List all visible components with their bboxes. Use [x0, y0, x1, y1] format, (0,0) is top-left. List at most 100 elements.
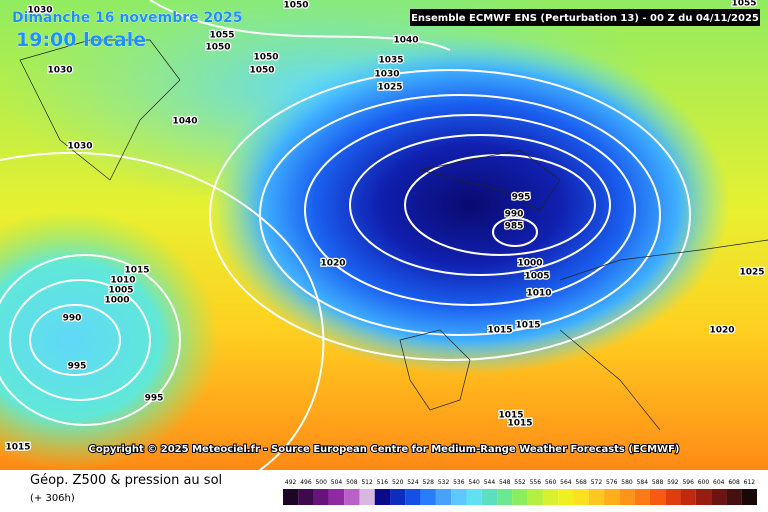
- isobar-label: 990: [505, 210, 524, 220]
- isobar-label: 1015: [515, 321, 540, 331]
- colorbar-swatch: [344, 489, 360, 505]
- colorbar-label: 612: [744, 479, 756, 486]
- colorbar-swatch: [390, 489, 406, 505]
- colorbar-label: 504: [331, 479, 343, 486]
- colorbar-swatch: [588, 489, 605, 505]
- isobar-label: 1020: [320, 259, 345, 269]
- colorbar-label: 512: [361, 479, 373, 486]
- colorbar-label: 496: [300, 479, 312, 486]
- colorbar-swatch: [542, 489, 559, 505]
- colorbar-swatch: [680, 489, 696, 505]
- colorbar-swatch: [726, 489, 742, 505]
- colorbar-swatch: [313, 489, 329, 505]
- colorbar-label: 556: [530, 479, 542, 486]
- colorbar-label: 500: [315, 479, 327, 486]
- isobar-label: 1015: [487, 326, 512, 336]
- isobar-label: 1010: [526, 289, 551, 299]
- colorbar-label: 588: [652, 479, 664, 486]
- isobar-label: 995: [145, 394, 164, 404]
- colorbar-label: 492: [285, 479, 297, 486]
- colorbar-swatch: [359, 489, 375, 505]
- colorbar-label: 600: [698, 479, 710, 486]
- colorbar-swatch: [374, 489, 391, 505]
- isobar-label: 1040: [393, 36, 418, 46]
- isobar-label: 995: [512, 193, 531, 203]
- low-west: [0, 210, 220, 470]
- isobar-label: 1040: [172, 117, 197, 127]
- isobar-label: 985: [505, 222, 524, 232]
- isobar-label: 1030: [27, 6, 52, 16]
- date: Dimanche 16 novembre 2025: [12, 10, 242, 26]
- colorbar-label: 576: [606, 479, 618, 486]
- isobar-label: 1050: [249, 66, 274, 76]
- colorbar-label: 604: [713, 479, 725, 486]
- model-banner: [410, 9, 760, 26]
- colorbar-label: 544: [484, 479, 496, 486]
- isobar-label: 1015: [507, 419, 532, 429]
- isobars: [0, 0, 690, 470]
- colorbar-swatch: [665, 489, 681, 505]
- isobar-label: 1050: [253, 53, 278, 63]
- isobar-label: 1005: [524, 272, 549, 282]
- colorbar-swatch: [497, 489, 513, 505]
- colorbar-label: 596: [682, 479, 694, 486]
- colorbar-label: 592: [667, 479, 679, 486]
- isobar-label: 1035: [378, 56, 403, 66]
- colorbar-label: 580: [621, 479, 633, 486]
- colorbar-label: 508: [346, 479, 358, 486]
- isobar-label: 1015: [5, 443, 30, 453]
- isobar-label: 1000: [104, 296, 129, 306]
- colorbar-swatch: [512, 489, 528, 505]
- isobar-label: 995: [68, 362, 87, 372]
- isobar-label: 1000: [517, 259, 542, 269]
- isobar-label: 1050: [205, 43, 230, 53]
- colorbar-swatch: [466, 489, 482, 505]
- colorbar-swatch: [634, 489, 650, 505]
- colorbar-label: 516: [377, 479, 389, 486]
- colorbar-label: 584: [637, 479, 649, 486]
- colorbar-swatch: [435, 489, 452, 505]
- colorbar-swatch: [328, 489, 345, 505]
- lead-time: (+ 306h): [30, 493, 75, 504]
- model-info: Ensemble ECMWF ENS (Perturbation 13) - 0…: [411, 13, 759, 24]
- colorbar-label: 608: [728, 479, 740, 486]
- copyright: Copyright © 2025 Meteociel.fr - Source E…: [89, 444, 680, 455]
- colorbar-swatch: [604, 489, 620, 505]
- low-main: [210, 35, 730, 375]
- colorbar-swatch: [741, 489, 757, 505]
- colorbar-label: 532: [438, 479, 450, 486]
- colorbar-label: 540: [468, 479, 480, 486]
- isobar-label: 1030: [374, 70, 399, 80]
- colorbar-swatch: [451, 489, 467, 505]
- isobar-label: 1050: [283, 1, 308, 11]
- isobar-label: 1010: [110, 276, 135, 286]
- colorbar-label: 568: [575, 479, 587, 486]
- isobar-label: 1015: [124, 266, 149, 276]
- colorbar-label: 524: [407, 479, 419, 486]
- isobar-label: 1030: [47, 66, 72, 76]
- isobar-label: 1030: [67, 142, 92, 152]
- colorbar-label: 560: [545, 479, 557, 486]
- colorbar-label: 520: [392, 479, 404, 486]
- colorbar-label: 536: [453, 479, 465, 486]
- colorbar-label: 548: [499, 479, 511, 486]
- colorbar-label: 552: [514, 479, 526, 486]
- colorbar-swatch: [558, 489, 574, 505]
- colorbar-label: 572: [591, 479, 603, 486]
- isobar-label: 1055: [209, 31, 234, 41]
- isobar-label: 1055: [731, 0, 756, 9]
- colorbar-swatch: [283, 489, 299, 505]
- colorbar-label: 528: [423, 479, 435, 486]
- isobar-label: 1025: [377, 83, 402, 93]
- colorbar-label: 564: [560, 479, 572, 486]
- colorbar-swatch: [298, 489, 314, 505]
- colorbar-swatch: [695, 489, 712, 505]
- isobar-label: 1015: [498, 411, 523, 421]
- footer-title: Géop. Z500 & pression au sol: [30, 473, 222, 488]
- colorbar-swatch: [619, 489, 635, 505]
- isobar-label: 990: [63, 314, 82, 324]
- colorbar-swatch: [420, 489, 436, 505]
- local-time: 19:00 locale: [16, 29, 146, 51]
